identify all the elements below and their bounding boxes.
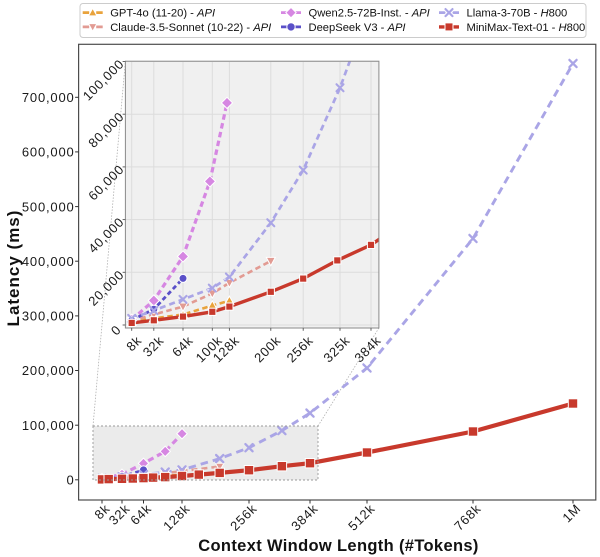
svg-text:0: 0 bbox=[66, 473, 74, 488]
svg-text:300,000: 300,000 bbox=[22, 309, 75, 324]
svg-text:Context Window Length (#Tokens: Context Window Length (#Tokens) bbox=[198, 537, 479, 555]
svg-text:GPT-4o (11-20) - API: GPT-4o (11-20) - API bbox=[110, 8, 215, 20]
svg-text:500,000: 500,000 bbox=[22, 199, 75, 214]
svg-text:100,000: 100,000 bbox=[22, 418, 75, 433]
svg-text:MiniMax-Text-01 - H800: MiniMax-Text-01 - H800 bbox=[467, 22, 586, 34]
svg-text:700,000: 700,000 bbox=[22, 90, 75, 105]
svg-text:DeepSeek V3 - API: DeepSeek V3 - API bbox=[309, 22, 406, 34]
svg-text:Latency (ms): Latency (ms) bbox=[4, 210, 23, 327]
svg-text:200,000: 200,000 bbox=[22, 363, 75, 378]
svg-text:Llama-3-70B - H800: Llama-3-70B - H800 bbox=[467, 8, 568, 20]
svg-text:Qwen2.5-72B-Inst. - API: Qwen2.5-72B-Inst. - API bbox=[309, 8, 430, 20]
svg-text:600,000: 600,000 bbox=[22, 145, 75, 160]
svg-text:400,000: 400,000 bbox=[22, 254, 75, 269]
svg-text:Claude-3.5-Sonnet (10-22) - AP: Claude-3.5-Sonnet (10-22) - API bbox=[110, 22, 271, 34]
